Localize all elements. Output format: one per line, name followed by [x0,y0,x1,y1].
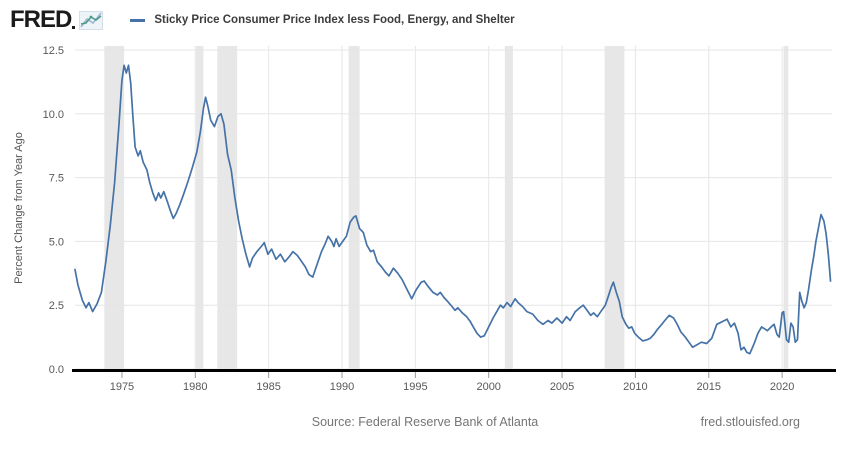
recession-band [217,46,238,369]
recession-band [196,46,204,369]
x-tick-label: 2000 [476,381,500,393]
legend-line-swatch [130,18,146,22]
recession-band [348,46,360,369]
y-tick-label: 2.5 [49,300,64,312]
recession-band [504,46,513,369]
y-tick-label: 10.0 [43,109,64,121]
fred-logo-text: FRED [10,6,72,33]
recession-band [604,46,625,369]
source-text: Source: Federal Reserve Bank of Atlanta [311,415,539,429]
y-tick-label: 5.0 [49,236,64,248]
x-tick-label: 2010 [623,381,647,393]
data-line [74,64,832,355]
legend-label: Sticky Price Consumer Price Index less F… [154,14,515,26]
x-tick-label: 1980 [183,381,207,393]
fred-logo-dot [72,26,76,29]
legend: Sticky Price Consumer Price Index less F… [130,14,515,26]
x-tick-label: 2005 [550,381,574,393]
site-url[interactable]: fred.stlouisfed.org [700,415,800,429]
header: FRED Sticky Price Consumer Price Index l… [10,7,515,33]
x-tick-label: 1975 [110,381,134,393]
mini-line-chart-icon [79,11,104,30]
y-tick-label: 12.5 [43,45,64,57]
x-tick-label: 2020 [770,381,794,393]
fred-logo[interactable]: FRED [10,6,104,33]
x-tick-label: 2015 [697,381,721,393]
x-tick-label: 1985 [256,381,280,393]
x-tick-label: 1990 [330,381,354,393]
chart-canvas: 0.0 2.5 5.0 7.5 10.0 12.5 1975 1980 1985 1990 1995… [43,45,836,393]
recession-band [783,46,789,369]
y-tick-label: 7.5 [49,173,64,185]
y-tick-label: 0.0 [49,364,64,376]
x-tick-label: 1995 [403,381,427,393]
